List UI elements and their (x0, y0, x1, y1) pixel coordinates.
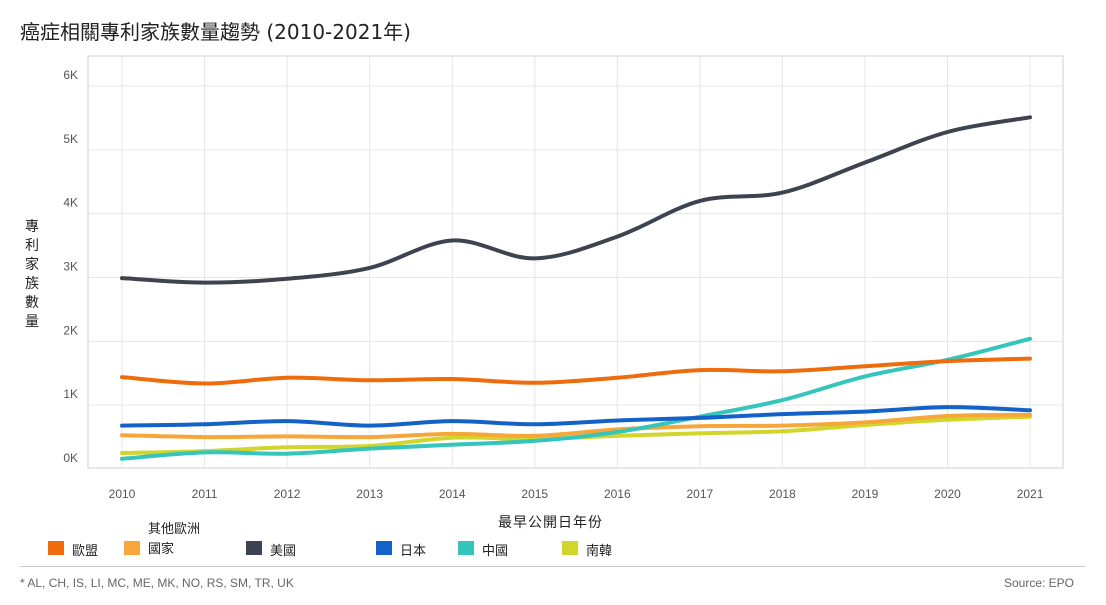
chart-title: 癌症相關專利家族數量趨勢 (2010-2021年) (20, 20, 411, 44)
series-line (120, 405, 1032, 428)
x-tick-label: 2012 (274, 487, 301, 501)
series-line (120, 115, 1032, 285)
footer-divider (20, 566, 1086, 567)
x-tick-label: 2019 (852, 487, 879, 501)
x-axis-label: 最早公開日年份 (498, 515, 603, 531)
y-tick-label: 4K (63, 196, 78, 210)
x-tick-label: 2020 (934, 487, 961, 501)
x-tick-label: 2013 (356, 487, 383, 501)
y-tick-label: 1K (63, 387, 78, 401)
footnote: * AL, CH, IS, LI, MC, ME, MK, NO, RS, SM… (20, 576, 294, 590)
y-tick-label: 0K (63, 451, 78, 465)
x-tick-label: 2016 (604, 487, 631, 501)
source-label: Source: EPO (1003, 576, 1074, 590)
plot-frame (87, 55, 1064, 469)
y-tick-label: 2K (63, 323, 78, 337)
y-tick-label: 6K (63, 68, 78, 82)
x-tick-label: 2014 (439, 487, 466, 501)
x-tick-label: 2017 (686, 487, 713, 501)
y-axis-label: 專利家族數量 (25, 219, 39, 330)
x-tick-label: 2018 (769, 487, 796, 501)
y-tick-label: 5K (63, 132, 78, 146)
series-line (120, 412, 1032, 440)
x-tick-label: 2011 (192, 487, 218, 501)
x-tick-label: 2021 (1017, 487, 1044, 501)
series-line (120, 356, 1032, 386)
y-tick-label: 3K (63, 260, 78, 274)
x-tick-label: 2010 (109, 487, 136, 501)
x-tick-label: 2015 (521, 487, 548, 501)
series-line (120, 336, 1032, 461)
